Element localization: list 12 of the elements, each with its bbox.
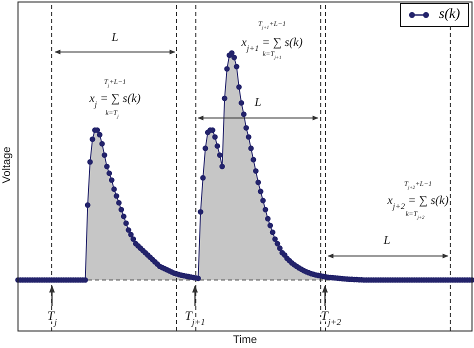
text: T$_{j+1}$ [184,308,206,327]
annotation: x$_{j+2}$ = ∑ s(k) [386,193,449,210]
annotation: L [254,95,262,109]
legend-label: s(k) [439,7,460,23]
x-axis-title: Time [232,334,258,346]
annotation: x$_{j}$ = ∑ s(k) [88,91,141,108]
text: T$_{j+2}$ [320,308,342,327]
y-axis-title: Voltage [1,146,13,184]
text: T$_{j}$ [47,308,58,327]
text: x$_{j+1}$ = ∑ s(k) [240,35,303,52]
text: L [110,30,119,44]
annotation: L [382,233,391,247]
